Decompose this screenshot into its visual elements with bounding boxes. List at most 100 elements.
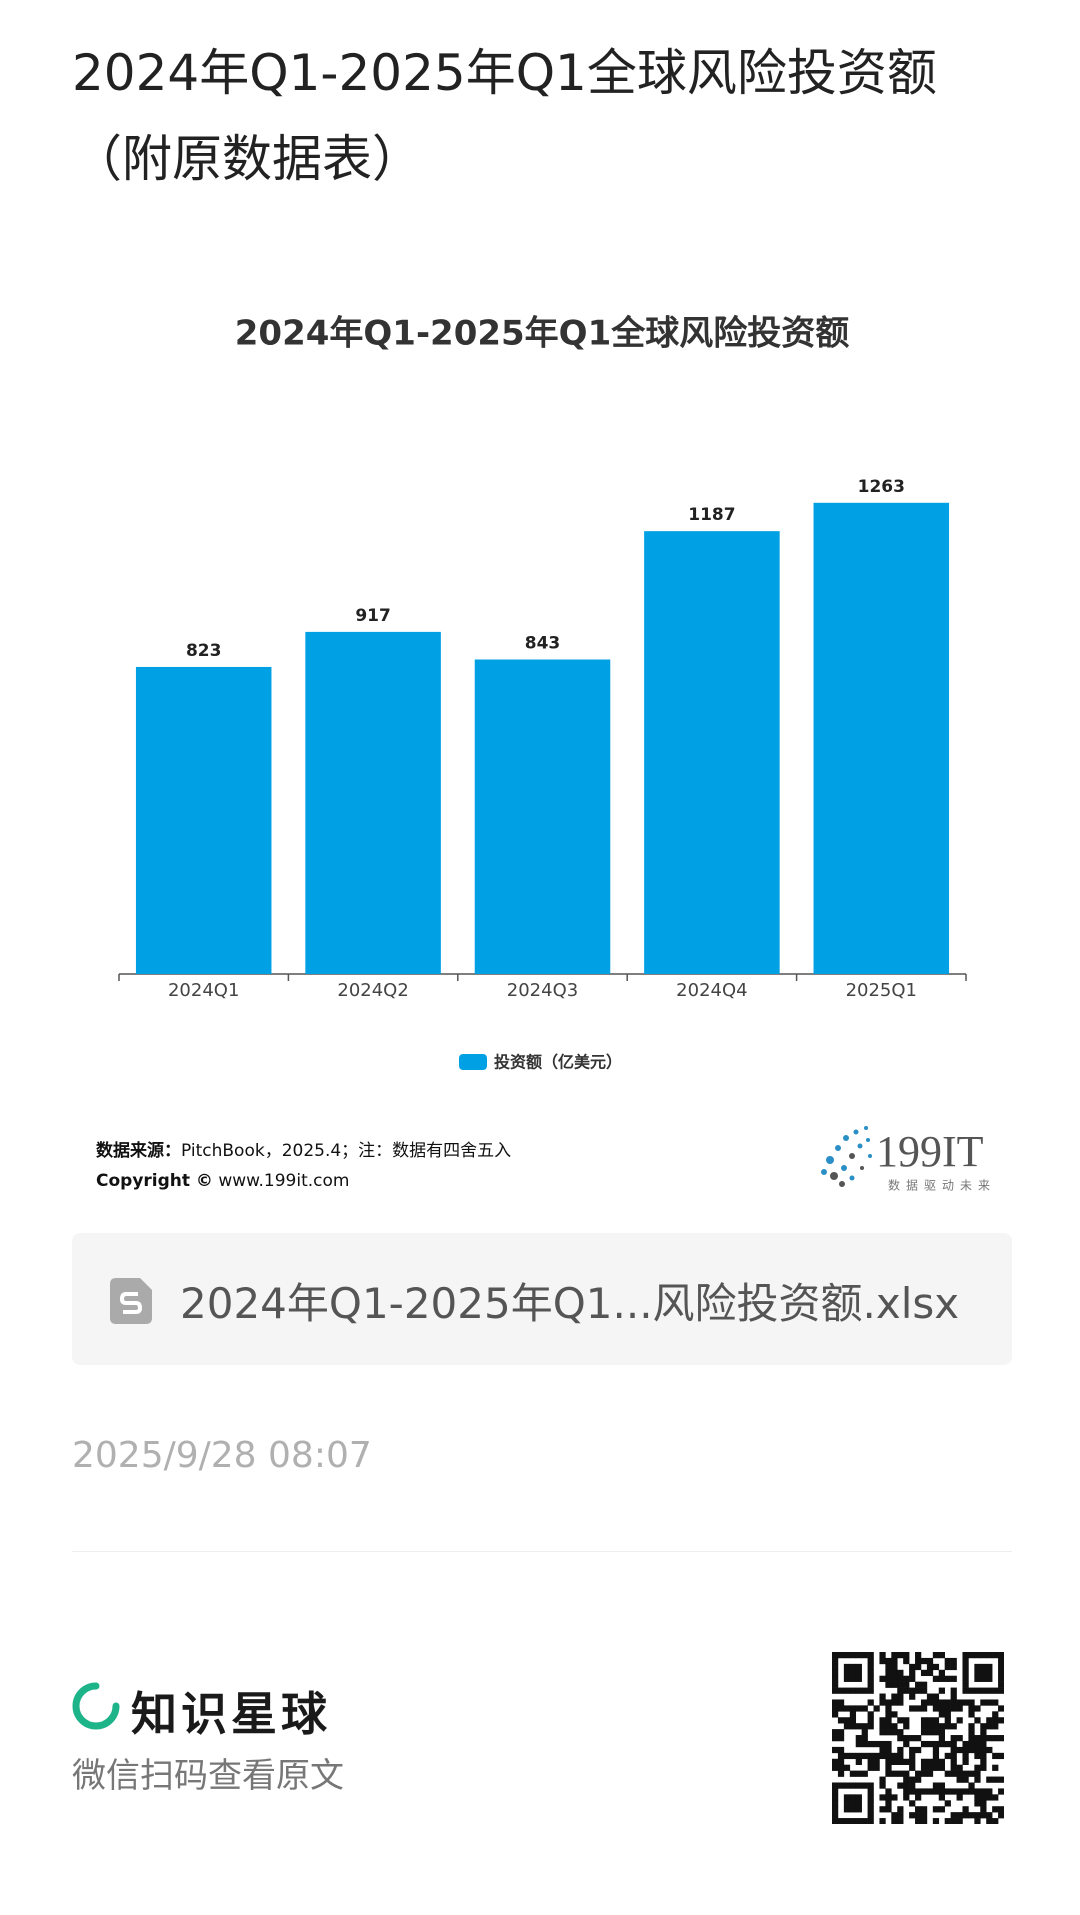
qr-module [962, 1770, 969, 1777]
qr-module [998, 1652, 1004, 1659]
qr-module [849, 1818, 857, 1824]
qr-module [980, 1663, 987, 1671]
qr-module [938, 1699, 945, 1706]
qr-module [950, 1818, 957, 1824]
qr-module [861, 1818, 868, 1824]
qr-module [915, 1788, 922, 1795]
qr-module [867, 1675, 874, 1682]
qr-module [915, 1794, 922, 1801]
qr-module [974, 1669, 981, 1677]
qr-module [992, 1652, 999, 1659]
qr-module [980, 1735, 987, 1742]
qr-module [849, 1675, 857, 1682]
qr-module [950, 1705, 957, 1712]
qr-module [873, 1752, 880, 1760]
qr-module [915, 1687, 922, 1694]
bar [305, 631, 441, 974]
qr-module [956, 1735, 963, 1742]
qr-module [950, 1693, 957, 1700]
qr-module [891, 1699, 898, 1706]
qr-module [909, 1788, 916, 1795]
qr-module [932, 1729, 940, 1736]
qr-module [897, 1675, 904, 1682]
qr-module [855, 1758, 862, 1765]
qr-module [867, 1764, 874, 1771]
qr-module [932, 1764, 940, 1771]
qr-module [837, 1735, 845, 1742]
attachment[interactable] [72, 1233, 1012, 1365]
qr-module [968, 1711, 975, 1718]
qr-module [974, 1800, 981, 1807]
qr-module [956, 1770, 963, 1777]
qr-module [897, 1681, 904, 1688]
x-tick-label: 2024Q4 [676, 980, 747, 1001]
qr-module [909, 1752, 916, 1760]
qr-module [992, 1711, 999, 1718]
qr-module [885, 1758, 892, 1765]
qr-code[interactable] [832, 1652, 1004, 1824]
qr-module [920, 1818, 928, 1824]
qr-module [849, 1752, 857, 1760]
qr-module [867, 1687, 874, 1694]
qr-module [980, 1800, 987, 1807]
qr-module [891, 1652, 898, 1659]
qr-module [855, 1723, 862, 1730]
qr-module [855, 1806, 862, 1813]
qr-module [944, 1657, 951, 1665]
qr-module [950, 1735, 957, 1742]
qr-module [962, 1776, 969, 1783]
qr-module [932, 1752, 940, 1760]
qr-module [909, 1812, 916, 1819]
qr-module [897, 1752, 904, 1760]
qr-module [885, 1669, 892, 1677]
qr-module [980, 1699, 987, 1706]
qr-module [891, 1794, 898, 1801]
qr-module [974, 1717, 981, 1724]
qr-module [915, 1657, 922, 1665]
qr-module [986, 1687, 993, 1694]
qr-module [974, 1794, 981, 1801]
qr-module [944, 1752, 951, 1760]
qr-module [879, 1740, 886, 1748]
brand-icon [72, 1682, 120, 1730]
qr-module [926, 1693, 934, 1700]
qr-module [932, 1740, 940, 1748]
qr-module [849, 1770, 857, 1777]
qr-module [897, 1693, 904, 1700]
source: 数据来源：PitchBook，2025.4；注：数据有四舍五入 Copyrigh… [96, 1136, 511, 1196]
qr-module [926, 1740, 934, 1748]
x-tick-label: 2025Q1 [846, 980, 917, 1001]
qr-module [891, 1752, 898, 1760]
qr-module [944, 1699, 951, 1706]
qr-module [873, 1758, 880, 1765]
qr-module [879, 1818, 886, 1824]
qr-module [998, 1657, 1004, 1665]
qr-module [832, 1788, 839, 1795]
qr-module [980, 1675, 987, 1682]
qr-module [855, 1770, 862, 1777]
qr-module [920, 1729, 928, 1736]
qr-module [998, 1705, 1004, 1712]
qr-module [867, 1669, 874, 1677]
qr-module [920, 1740, 928, 1748]
qr-module [843, 1723, 851, 1730]
qr-module [849, 1652, 857, 1659]
qr-module [903, 1675, 910, 1682]
qr-module [873, 1740, 880, 1748]
qr-module [903, 1794, 910, 1801]
qr-module [932, 1699, 940, 1706]
qr-module [944, 1663, 951, 1671]
qr-module [897, 1669, 904, 1677]
qr-module [891, 1675, 898, 1682]
qr-module [885, 1699, 892, 1706]
qr-module [879, 1717, 886, 1724]
qr-module [867, 1812, 874, 1819]
qr-module [832, 1705, 839, 1712]
logo-name: 199IT [876, 1127, 984, 1176]
qr-module [843, 1675, 851, 1682]
qr-module [891, 1723, 898, 1730]
qr-module [992, 1717, 999, 1724]
qr-module [926, 1788, 934, 1795]
qr-module [897, 1782, 904, 1789]
qr-module [950, 1723, 957, 1730]
